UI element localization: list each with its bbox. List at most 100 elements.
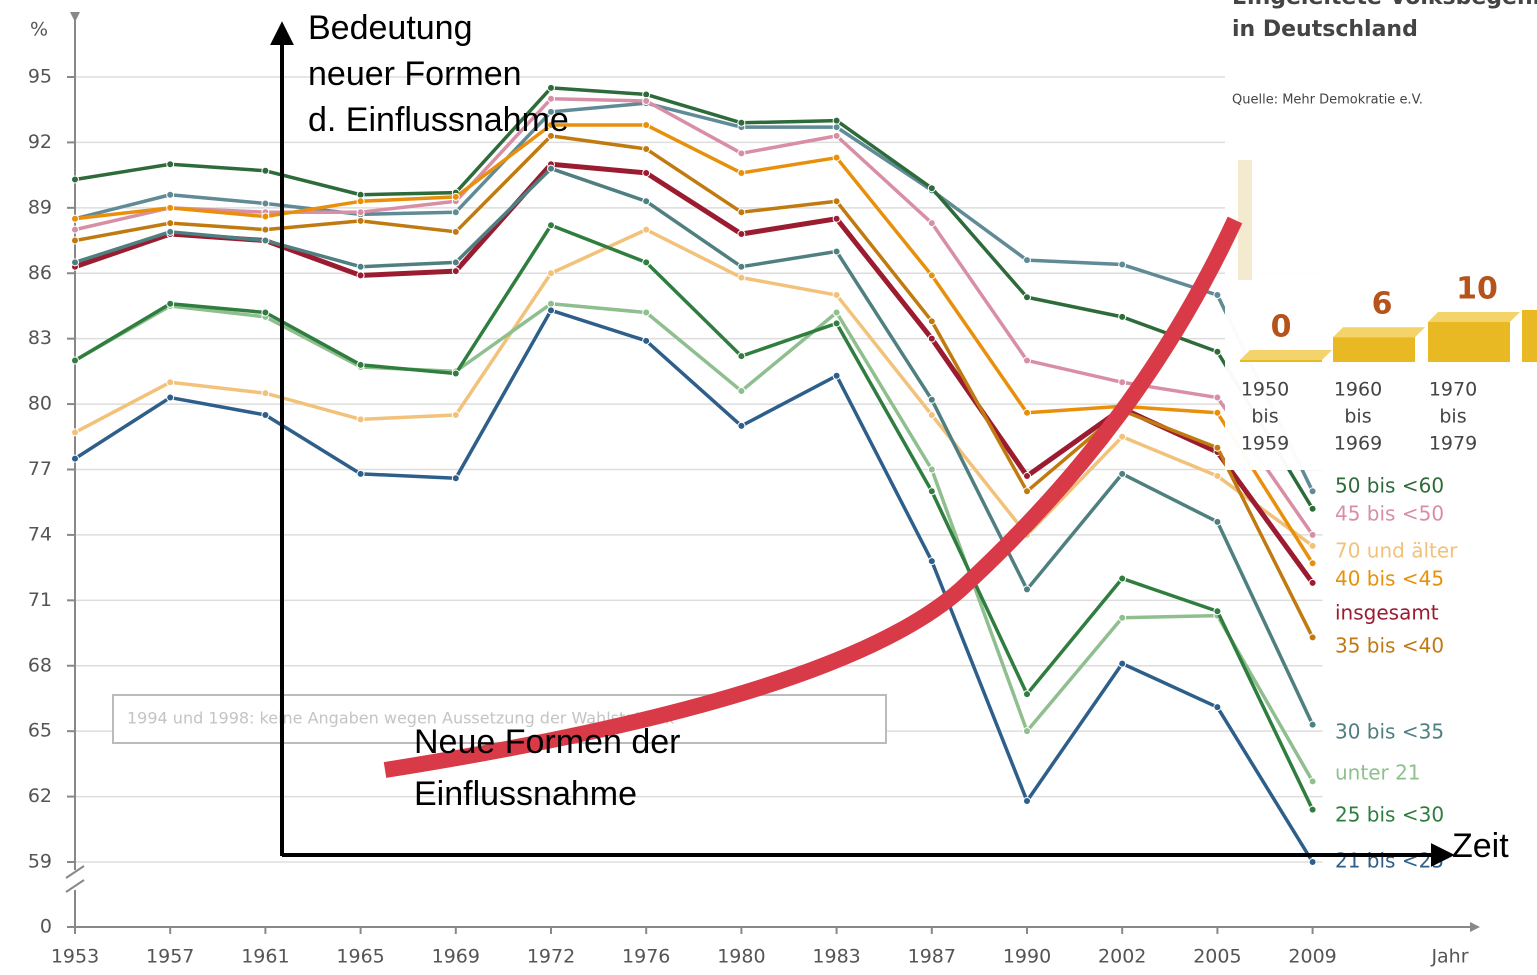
point	[928, 411, 935, 418]
x-tick-label: 1990	[1003, 946, 1051, 968]
point	[262, 213, 269, 220]
point	[1119, 379, 1126, 386]
point	[1214, 292, 1221, 299]
curve-label: Einflussnahme	[414, 775, 637, 813]
point	[1119, 433, 1126, 440]
point	[262, 390, 269, 397]
point	[738, 388, 745, 395]
point	[72, 357, 79, 364]
y-tick-label: 74	[28, 523, 52, 545]
point	[1024, 357, 1031, 364]
point	[167, 300, 174, 307]
point	[1024, 728, 1031, 735]
point	[357, 198, 364, 205]
category-label: 1969	[1334, 433, 1382, 455]
point	[1214, 348, 1221, 355]
point	[72, 215, 79, 222]
bar	[1428, 322, 1510, 362]
point	[833, 248, 840, 255]
point	[1024, 473, 1031, 480]
value-label: 10	[1456, 272, 1498, 307]
bar	[1428, 312, 1520, 322]
point	[1309, 859, 1316, 866]
point	[1024, 409, 1031, 416]
point	[72, 226, 79, 233]
point	[833, 124, 840, 131]
point	[738, 274, 745, 281]
series-line	[75, 88, 1313, 509]
legend-label: 25 bis <30	[1335, 803, 1444, 827]
y-tick-label: 80	[28, 393, 52, 415]
point	[643, 309, 650, 316]
point	[1119, 470, 1126, 477]
inset-axis-hint	[1238, 160, 1252, 280]
y-arrow-label: neuer Formen	[308, 55, 522, 93]
point	[1214, 518, 1221, 525]
series-line	[75, 164, 1313, 583]
category-label: 1959	[1241, 433, 1289, 455]
y-tick-label: 77	[28, 458, 52, 480]
y-tick-label: 86	[28, 262, 52, 284]
point	[1309, 806, 1316, 813]
legend-label: 70 und älter	[1335, 539, 1458, 563]
point	[1214, 473, 1221, 480]
point	[452, 259, 459, 266]
point	[738, 231, 745, 238]
point	[72, 176, 79, 183]
point	[1119, 614, 1126, 621]
point	[452, 370, 459, 377]
point	[1309, 560, 1316, 567]
category-label: 1979	[1429, 433, 1477, 455]
category-label: bis	[1439, 406, 1466, 428]
x-tick-label: 2002	[1098, 946, 1146, 968]
value-label: 6	[1372, 287, 1393, 322]
point	[1309, 488, 1316, 495]
y-tick-label: 59	[28, 851, 52, 873]
point	[643, 259, 650, 266]
point	[833, 292, 840, 299]
y-tick-label: 89	[28, 196, 52, 218]
y-tick-label: 68	[28, 654, 52, 676]
point	[1119, 575, 1126, 582]
point	[738, 209, 745, 216]
point	[928, 558, 935, 565]
x-tick-label: 2009	[1288, 946, 1336, 968]
point	[738, 353, 745, 360]
point	[1214, 394, 1221, 401]
point	[548, 300, 555, 307]
point	[1119, 660, 1126, 667]
point	[928, 220, 935, 227]
x-tick-label: 2005	[1193, 946, 1241, 968]
point	[452, 268, 459, 275]
point	[738, 119, 745, 126]
point	[357, 361, 364, 368]
point	[357, 217, 364, 224]
point	[72, 237, 79, 244]
point	[833, 309, 840, 316]
point	[1309, 579, 1316, 586]
point	[833, 372, 840, 379]
point	[452, 475, 459, 482]
point	[167, 220, 174, 227]
y-arrow-label: Bedeutung	[308, 9, 473, 47]
point	[928, 318, 935, 325]
point	[1024, 257, 1031, 264]
point	[1309, 778, 1316, 785]
point	[643, 91, 650, 98]
y-unit: %	[30, 19, 48, 41]
point	[357, 416, 364, 423]
point	[72, 259, 79, 266]
point	[357, 470, 364, 477]
y-arrow-label: d. Einflussnahme	[308, 101, 569, 139]
point	[1024, 294, 1031, 301]
x-tick-label: 1953	[51, 946, 99, 968]
inset-source: Quelle: Mehr Demokratie e.V.	[1232, 93, 1423, 108]
series-line	[75, 230, 1313, 546]
point	[1309, 634, 1316, 641]
point	[643, 145, 650, 152]
x-tick-label: 1957	[146, 946, 194, 968]
point	[548, 307, 555, 314]
point	[452, 209, 459, 216]
x-tick-label: 1972	[527, 946, 575, 968]
legend-label: insgesamt	[1335, 601, 1439, 625]
